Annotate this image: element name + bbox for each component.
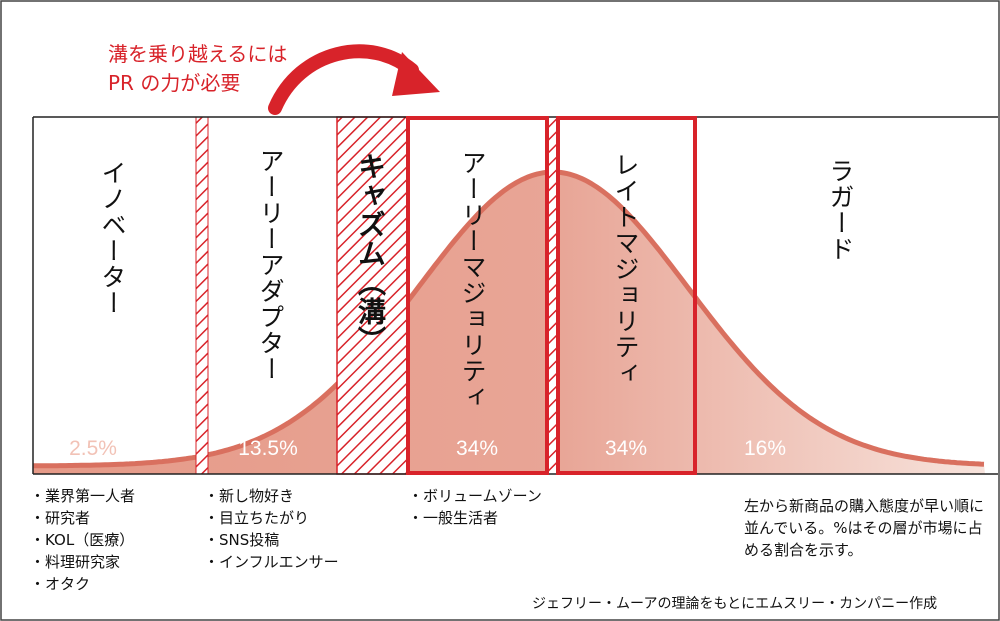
early-majority-box — [406, 116, 549, 475]
adoption-curve-area — [33, 172, 985, 474]
list-item: SNS投稿 — [204, 529, 339, 551]
adoption-curve-line — [33, 169, 985, 469]
segment-label-early-majority: アーリーマジョリティ — [458, 150, 487, 410]
source-credit: ジェフリー・ムーアの理論をもとにエムスリー・カンパニー作成 — [532, 596, 938, 612]
callout-line-1: 溝を乗り越えるには — [108, 42, 288, 66]
attributes-early-majority: ボリュームゾーン 一般生活者 — [408, 485, 542, 529]
percent-early-adopter: 13.5% — [238, 437, 298, 460]
list-item: 新し物好き — [204, 485, 339, 507]
list-item: 一般生活者 — [408, 507, 542, 529]
explanation-note: 左から新商品の購入態度が早い順に並んでいる。%はその層が市場に占める割合を示す。 — [744, 497, 985, 559]
segment-label-late-majority: レイトマジョリティ — [611, 152, 640, 386]
callout-text: 溝を乗り越えるには PR の力が必要 — [108, 40, 287, 98]
attributes-innovator: 業界第一人者 研究者 KOL（医療） 料理研究家 オタク — [30, 485, 135, 595]
percent-early-majority: 34% — [455, 437, 499, 460]
list-item: 料理研究家 — [30, 551, 135, 573]
segment-label-laggard: ラガード — [826, 158, 855, 262]
list-item: 業界第一人者 — [30, 485, 135, 507]
callout-arrow-shaft — [268, 44, 419, 115]
list-item: 目立ちたがり — [204, 507, 339, 529]
list-item: オタク — [30, 573, 135, 595]
list-item: インフルエンサー — [204, 551, 339, 573]
segment-label-early-adopter: アーリーアダプター — [256, 148, 285, 382]
list-item: 研究者 — [30, 507, 135, 529]
list-item: KOL（医療） — [30, 529, 135, 551]
segment-label-chasm: キャズム（溝） — [354, 152, 387, 355]
late-majority-box — [556, 116, 697, 475]
attributes-early-adopter: 新し物好き 目立ちたがり SNS投稿 インフルエンサー — [204, 485, 339, 573]
segment-label-innovator: イノベーター — [98, 160, 127, 316]
percent-laggard: 16% — [743, 437, 787, 460]
callout-line-2: PR の力が必要 — [108, 71, 241, 95]
callout-arrow-head — [392, 52, 440, 96]
percent-late-majority: 34% — [604, 437, 648, 460]
percent-innovator: 2.5% — [69, 437, 117, 460]
list-item: ボリュームゾーン — [408, 485, 542, 507]
hatch-strip-1 — [195, 116, 209, 475]
